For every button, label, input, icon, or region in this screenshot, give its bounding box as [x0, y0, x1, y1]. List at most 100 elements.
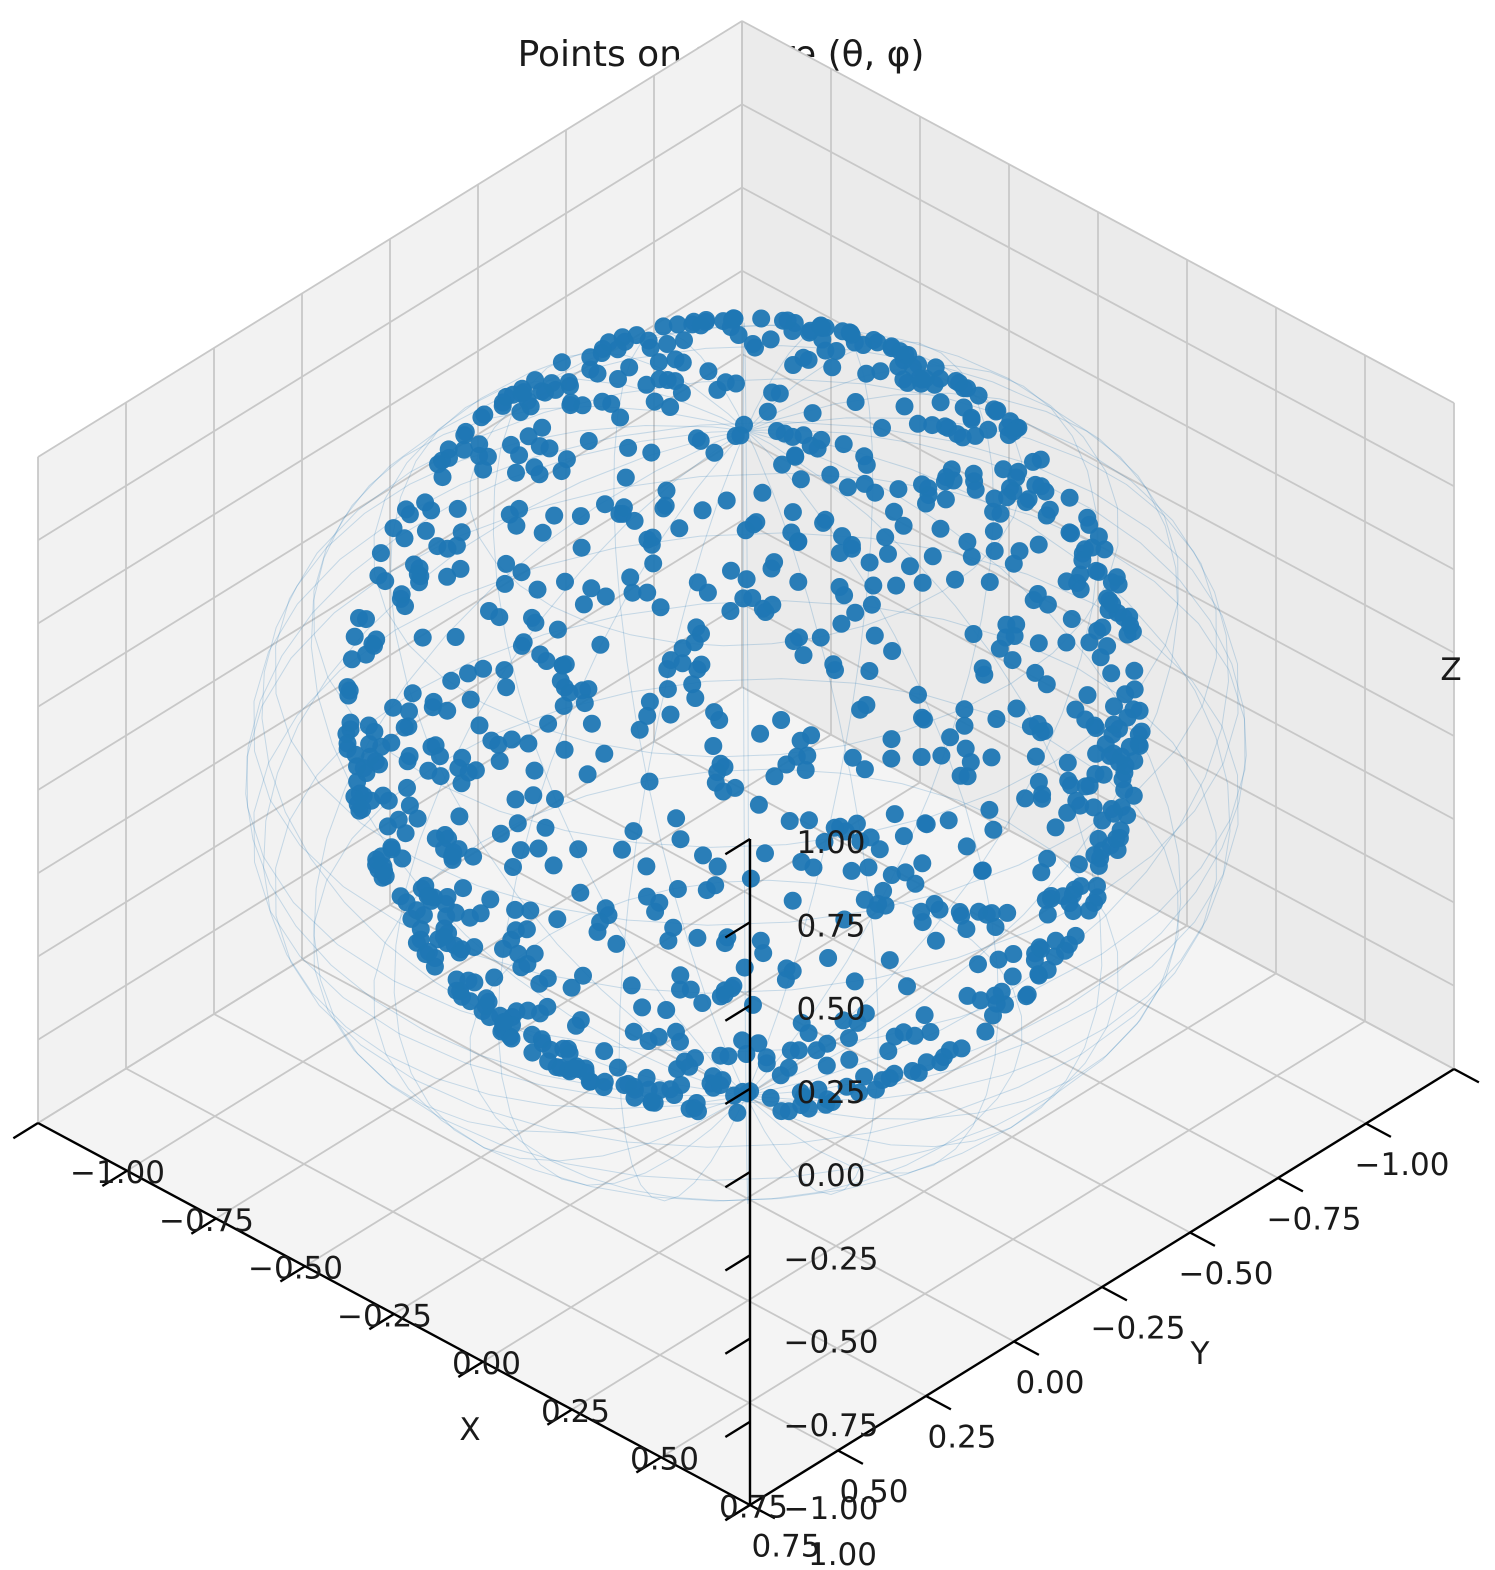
scatter-point	[962, 547, 981, 566]
scatter-point	[815, 832, 834, 851]
y-tick-label: −0.50	[248, 1251, 343, 1287]
scatter-point	[846, 393, 865, 411]
scatter-point	[1062, 524, 1080, 543]
scatter-point	[485, 968, 504, 987]
scatter-point	[523, 1043, 542, 1062]
scatter-point	[491, 824, 510, 843]
scatter-point	[894, 827, 913, 846]
scatter-point	[896, 863, 915, 882]
scatter-point	[480, 1008, 499, 1027]
scatter-point	[593, 339, 612, 358]
scatter-point	[980, 573, 999, 591]
scatter-point	[1085, 716, 1104, 735]
z-tick-mark	[724, 1087, 751, 1106]
scatter-point	[704, 737, 723, 755]
scatter-point	[465, 938, 484, 957]
scatter-point	[722, 561, 740, 580]
scatter-point	[871, 362, 890, 381]
scatter-point	[572, 538, 591, 557]
scatter-point	[791, 1083, 810, 1102]
scatter-point	[876, 528, 895, 547]
scatter-point	[866, 1080, 885, 1099]
scatter-point	[546, 790, 564, 808]
scatter-point	[671, 830, 690, 849]
scatter-point	[666, 372, 685, 391]
scatter-point	[957, 920, 976, 938]
scatter-point	[1118, 625, 1137, 644]
scatter-point	[749, 1034, 768, 1053]
scatter-point	[348, 772, 367, 791]
scatter-point	[495, 574, 514, 593]
z-tick-label: −0.75	[784, 1408, 879, 1444]
scatter-point	[842, 861, 861, 880]
scatter-point	[1032, 863, 1051, 882]
scatter-point	[961, 753, 980, 772]
scatter-point	[955, 700, 974, 719]
scatter-point	[557, 450, 576, 469]
x-tick-mark	[1013, 1340, 1040, 1356]
scatter-point	[413, 628, 432, 647]
scatter-point	[548, 910, 567, 929]
scatter-point	[624, 1022, 643, 1041]
x-tick-label: −0.25	[1091, 1311, 1186, 1347]
scatter-point	[976, 1022, 995, 1041]
x-tick-mark	[749, 1503, 776, 1520]
scatter-point	[1064, 902, 1083, 921]
scatter-point	[1114, 608, 1133, 627]
scatter-point	[923, 416, 942, 435]
scatter-point	[794, 348, 813, 367]
scatter-point	[749, 795, 768, 814]
scatter-point	[744, 995, 762, 1014]
scatter-point	[987, 710, 1006, 728]
scatter-point	[502, 435, 520, 454]
scatter-point	[903, 358, 922, 377]
scatter-point	[832, 614, 851, 633]
scatter-point	[1118, 806, 1137, 825]
scatter-point	[410, 573, 429, 592]
scatter-point	[523, 1025, 542, 1044]
scatter-point	[728, 1103, 747, 1122]
x-tick-label: 0.25	[927, 1420, 996, 1456]
scatter-point	[540, 439, 559, 458]
scatter-point	[637, 857, 656, 876]
scatter-point	[837, 1077, 856, 1096]
scatter-point	[969, 955, 987, 974]
scatter-point	[541, 1040, 560, 1059]
scatter-point	[490, 752, 509, 770]
scatter-point	[384, 698, 403, 717]
scatter-point	[834, 1011, 853, 1030]
scatter-point	[917, 494, 935, 513]
scatter-point	[656, 496, 675, 515]
scatter-point	[794, 646, 813, 665]
scatter-point	[638, 706, 657, 725]
scatter-point	[455, 440, 473, 459]
x-tick-label: 0.50	[839, 1474, 908, 1510]
scatter-point	[452, 774, 471, 793]
scatter-point	[747, 513, 766, 532]
scatter-point	[982, 748, 1001, 767]
scatter-point	[625, 1088, 644, 1107]
scatter-point	[545, 506, 564, 525]
scatter-point	[964, 625, 983, 643]
scatter-point	[686, 689, 705, 707]
scatter-point	[986, 918, 1005, 936]
scatter-point	[419, 942, 438, 961]
scatter-point	[1009, 462, 1028, 481]
scatter-point	[699, 362, 718, 381]
scatter-point	[874, 881, 893, 900]
scatter-point	[562, 978, 581, 997]
z-tick-mark	[724, 1337, 751, 1355]
scatter-point	[1105, 697, 1123, 716]
scatter-point	[912, 748, 931, 766]
z-tick-mark	[724, 837, 751, 856]
scatter-point	[985, 542, 1004, 560]
scatter-point	[630, 720, 649, 739]
scatter-point	[807, 1041, 826, 1060]
scatter-points	[337, 309, 1151, 1122]
x-tick-label: −1.00	[1355, 1147, 1450, 1183]
scatter-point	[865, 626, 884, 645]
scatter-point	[502, 730, 521, 749]
scatter-point	[661, 398, 680, 416]
scatter-point	[1033, 785, 1052, 804]
z-tick-label: −1.00	[784, 1491, 879, 1527]
